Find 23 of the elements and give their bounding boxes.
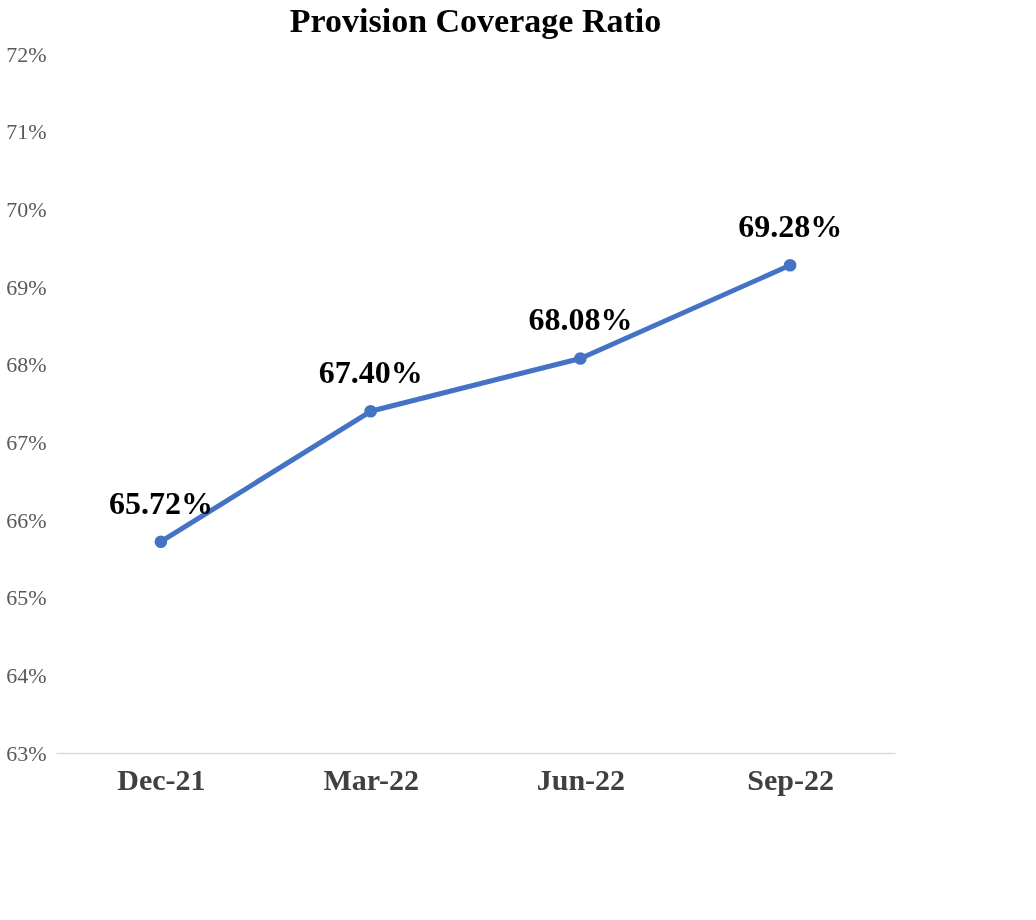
y-tick-label: 65% <box>6 585 47 611</box>
data-label: 65.72% <box>108 484 213 521</box>
x-tick-label: Mar-22 <box>323 762 419 796</box>
y-tick-label: 64% <box>6 662 47 688</box>
point <box>574 352 587 365</box>
y-tick-label: 63% <box>6 740 47 766</box>
point <box>364 404 377 418</box>
x-tick-label: Dec-21 <box>117 762 206 796</box>
y-tick-label: 69% <box>6 274 47 300</box>
x-tick-label: Sep-22 <box>747 762 834 796</box>
y-tick-label: 67% <box>6 429 47 455</box>
chart-title: Provision Coverage Ratio <box>289 2 662 39</box>
data-label: 67.40% <box>318 354 423 391</box>
point <box>783 258 797 272</box>
y-tick-label: 70% <box>6 196 47 222</box>
data-label: 69.28% <box>738 208 843 245</box>
y-tick-label: 68% <box>6 352 47 378</box>
y-tick-label: 72% <box>6 41 47 67</box>
y-tick-label: 71% <box>6 119 47 145</box>
data-label: 68.08% <box>528 301 633 338</box>
point <box>154 535 168 549</box>
y-tick-label: 66% <box>6 507 47 533</box>
x-tick-label: Jun-22 <box>536 762 626 796</box>
